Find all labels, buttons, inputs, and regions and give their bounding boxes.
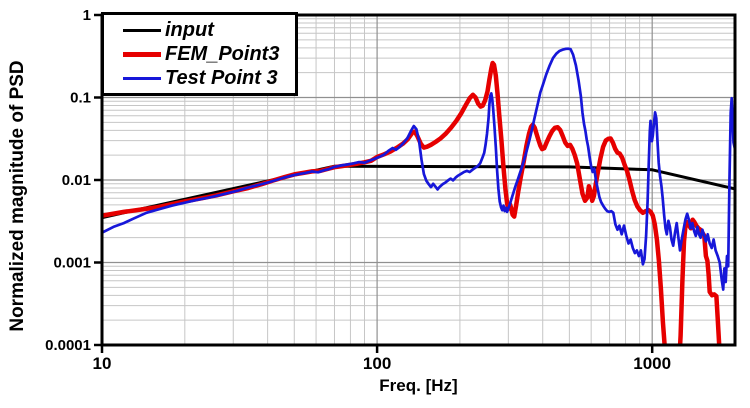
y-axis-title: Normalized magnitude of PSD (7, 60, 28, 332)
x-tick-label: 1000 (633, 354, 671, 373)
series-line-fem-point3 (102, 60, 722, 345)
legend-item-input: input (123, 19, 295, 42)
x-tick-label: 100 (363, 354, 391, 373)
legend-line-sample-input (123, 28, 161, 32)
legend: input FEM_Point3 Test Point 3 (101, 12, 298, 96)
legend-label-input: input (165, 18, 214, 41)
y-tick-label: 0.0001 (45, 337, 91, 354)
legend-line-sample-test-point-3 (123, 76, 161, 80)
x-axis-title: Freq. [Hz] (379, 376, 458, 395)
tick-labels: 10 100 1000 1 0.1 0.01 0.001 0.0001 (45, 7, 671, 373)
y-tick-label: 0.001 (53, 255, 91, 272)
legend-label-fem-point3: FEM_Point3 (165, 42, 280, 65)
legend-line-sample-fem-point3 (123, 51, 161, 57)
x-tick-label: 10 (93, 354, 112, 373)
data-curves (102, 47, 735, 345)
legend-item-fem-point3: FEM_Point3 (123, 43, 295, 66)
series-line-test-point-3 (102, 47, 735, 291)
y-tick-label: 1 (83, 7, 91, 24)
legend-item-test-point-3: Test Point 3 (123, 67, 295, 90)
y-tick-label: 0.01 (62, 172, 91, 189)
axis-ticks (94, 13, 654, 353)
y-tick-label: 0.1 (70, 90, 91, 107)
legend-label-test-point-3: Test Point 3 (165, 66, 278, 89)
